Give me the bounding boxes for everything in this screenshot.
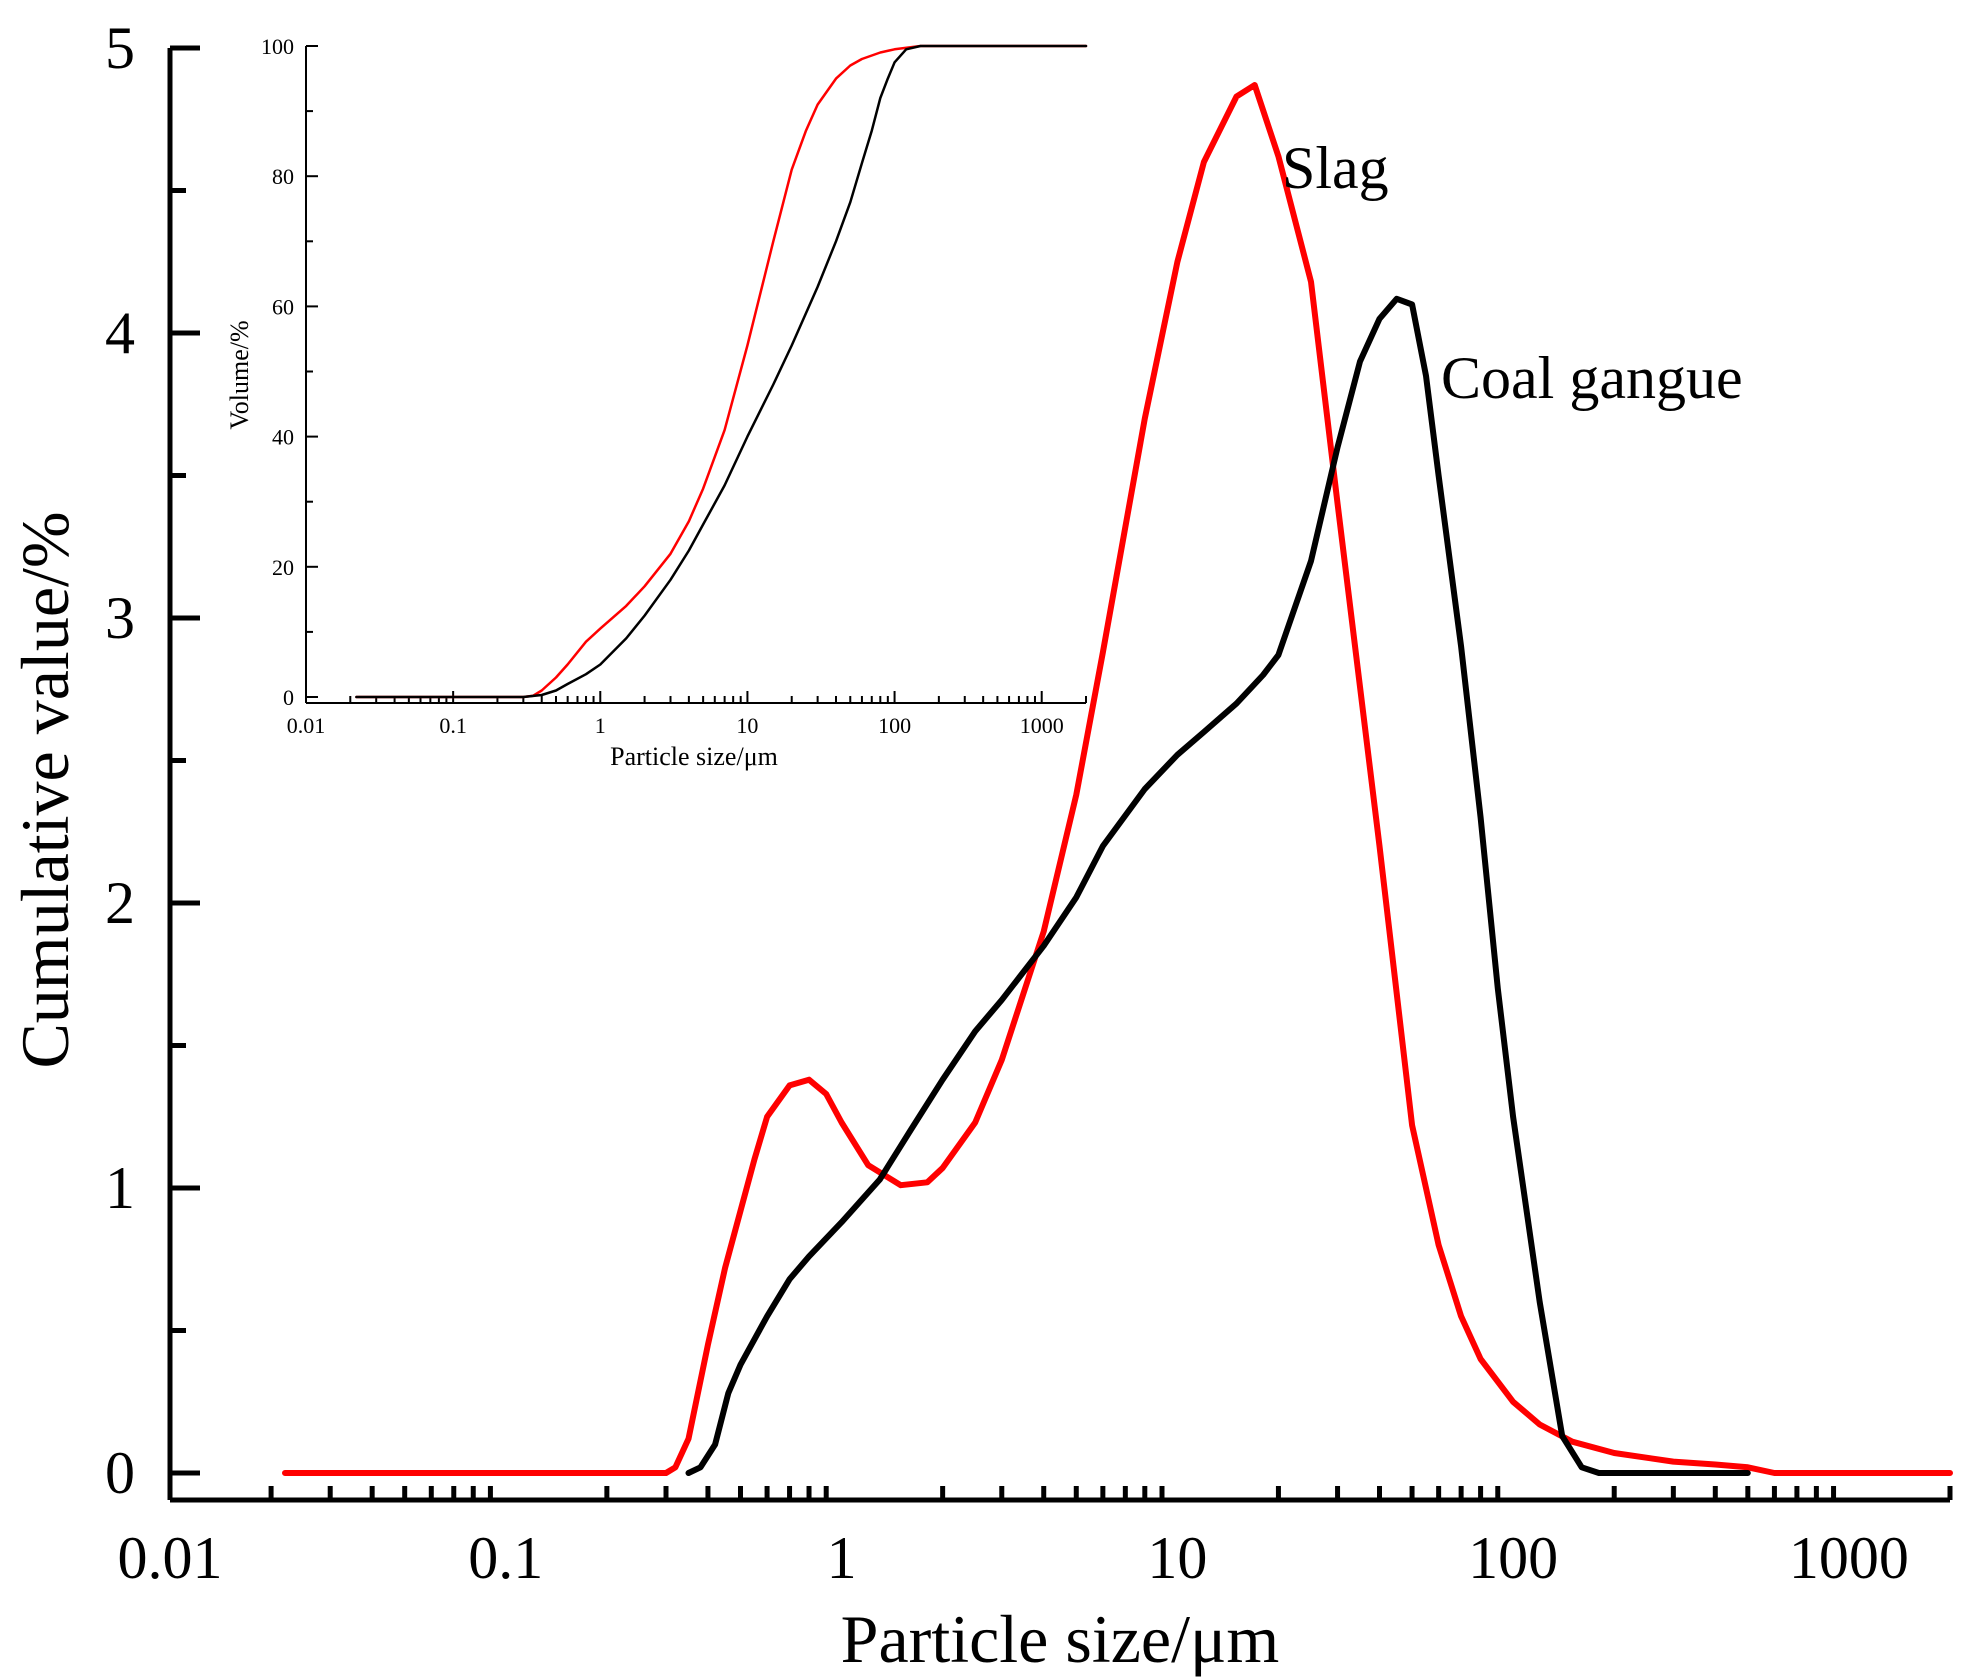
inset-y-tick-label: 60: [272, 294, 294, 319]
inset-series: [355, 44, 1088, 699]
inset-x-axis-title: Particle size/μm: [610, 742, 778, 771]
main-x-tick-label: 0.01: [118, 1525, 223, 1591]
main-y-tick-label: 1: [105, 1155, 135, 1221]
main-y-tick-label: 2: [105, 870, 135, 936]
inset-series-coal-gangue: [355, 44, 1088, 699]
main-series: [282, 82, 1953, 1476]
inset-y-tick-label: 40: [272, 425, 294, 450]
main-series-slag: [282, 82, 1953, 1476]
main-y-axis-title: Cumulative value/%: [7, 511, 83, 1068]
inset-ticks: [305, 45, 1087, 703]
main-ticks: [170, 45, 1953, 1500]
inset-y-tick-label: 80: [272, 164, 294, 189]
inset-y-tick-label: 20: [272, 555, 294, 580]
inset-y-axis-title: Volume/%: [225, 320, 254, 429]
main-series-coal-gangue: [685, 295, 1751, 1476]
main-y-tick-label: 5: [105, 15, 135, 81]
inset-series-slag: [355, 44, 1088, 699]
inset-x-tick-label: 100: [878, 713, 911, 738]
main-y-tick-label: 3: [105, 585, 135, 651]
inset-y-tick-label: 0: [283, 685, 294, 710]
main-axes: [167, 48, 1950, 1503]
inset-axes: [305, 46, 1086, 704]
main-x-tick-label: 1: [827, 1525, 857, 1591]
main-x-tick-label: 10: [1147, 1525, 1207, 1591]
inset-x-tick-label: 1: [595, 713, 606, 738]
inset-x-tick-label: 1000: [1020, 713, 1064, 738]
inset-y-tick-label: 100: [261, 34, 294, 59]
inset-labels: 0 20 40 60 80 100 0.01 0.1 1 10 100 1000 Particle si…: [225, 34, 1064, 771]
main-x-axis-title: Particle size/μm: [841, 1601, 1280, 1677]
main-x-tick-label: 100: [1468, 1525, 1558, 1591]
main-x-tick-label: 1000: [1789, 1525, 1909, 1591]
inset-x-tick-label: 10: [736, 713, 758, 738]
main-y-tick-label: 4: [105, 300, 135, 366]
coal-gangue-series-label: Coal gangue: [1441, 345, 1743, 411]
main-y-tick-label: 0: [105, 1440, 135, 1506]
inset-x-tick-label: 0.1: [439, 713, 467, 738]
main-x-tick-label: 0.1: [468, 1525, 543, 1591]
slag-series-label: Slag: [1282, 135, 1389, 201]
inset-plot: 0 20 40 60 80 100 0.01 0.1 1 10 100 1000 Particle si…: [225, 34, 1088, 771]
inset-x-tick-label: 0.01: [287, 713, 326, 738]
